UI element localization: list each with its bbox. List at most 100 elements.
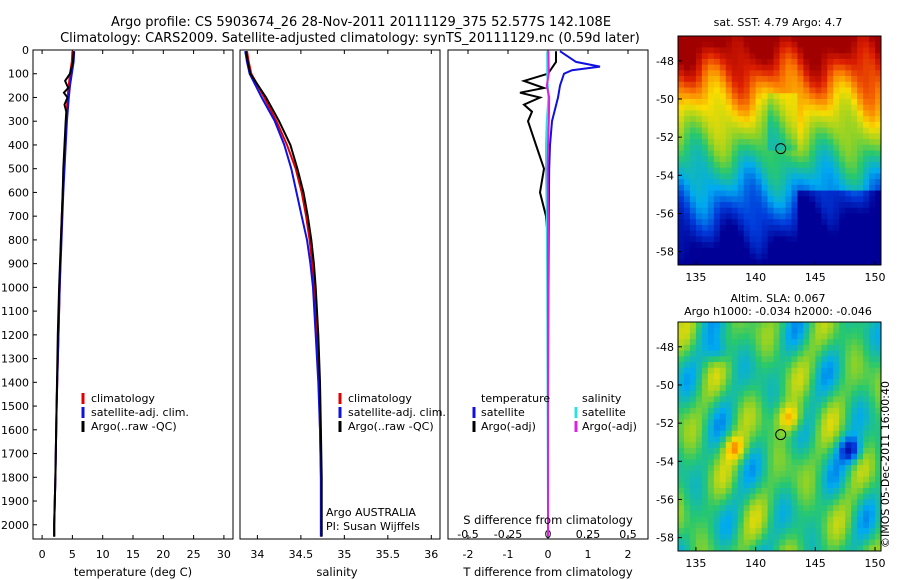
map-cell [809,453,816,460]
map-cell [833,402,840,409]
map-cell [767,70,774,77]
map-cell [719,545,727,552]
map-cell [689,133,697,140]
map-cell [683,436,691,443]
map-cell [719,413,727,420]
map-cell [743,190,751,197]
map-cell [869,470,876,477]
map-cell [749,236,757,243]
map-cell [743,213,751,220]
map-cell [845,545,852,552]
map-cell [779,533,786,540]
map-cell [719,98,727,106]
map-cell [863,53,870,60]
map-cell [761,430,768,437]
map-cell [719,259,727,266]
map-cell [773,528,780,535]
map-cell [875,70,882,77]
map-cell [857,184,864,191]
map-cell [749,430,757,437]
map-cell [827,53,834,60]
map-cell [683,322,691,329]
map-cell [689,53,697,60]
map-cell [719,144,727,151]
map-cell [779,350,786,357]
map-cell [755,499,762,506]
map-cell [827,247,834,254]
map-cell [678,344,685,352]
map-cell [803,545,810,552]
map-cell [779,510,786,518]
map-cell [845,93,852,100]
map-cell [743,447,751,455]
map-cell [809,447,816,455]
map-cell [791,224,798,232]
map-cell [791,545,798,552]
map-cell [821,64,828,71]
map-cell [749,528,757,535]
map-cell [725,93,733,100]
map-cell [749,459,757,466]
map-cell [767,150,774,157]
map-cell [689,70,697,77]
map-cell [785,144,792,151]
map-cell [869,425,876,432]
map-cell [767,539,774,546]
map-cell [743,81,751,88]
map-cell [707,53,715,60]
map-cell [857,373,864,380]
map-cell [695,87,703,94]
map-cell [785,362,792,369]
map-cell [713,70,721,77]
map-cell [773,470,780,477]
map-cell [779,230,786,237]
map-cell [713,407,721,415]
map-cell [869,533,876,540]
map-cell [678,493,685,500]
map-cell [839,339,846,346]
map-cell [737,179,745,186]
map-cell [755,407,762,415]
map-cell [815,459,822,466]
map-cell [857,344,864,352]
map-cell [809,339,816,346]
map-cell [713,41,721,48]
map-cell [815,207,822,214]
map-cell [678,488,685,495]
map-cell [779,488,786,495]
map-cell [719,104,727,111]
map-cell [809,144,816,151]
map-cell [701,133,709,140]
map-cell [803,207,810,214]
map-cell [827,224,834,232]
map-cell [737,207,745,214]
map-cell [875,207,882,214]
map-cell [851,510,858,518]
map-cell [773,179,780,186]
map-cell [737,390,745,397]
map-cell [875,465,882,472]
map-cell [689,196,697,203]
map-cell [755,384,762,392]
map-cell [869,259,876,266]
map-cell [851,179,858,186]
map-cell [839,53,846,60]
map-cell [863,436,870,443]
map-cell [767,442,774,449]
map-cell [737,333,745,340]
map-cell [689,167,697,174]
map-cell [803,242,810,249]
map-cell [815,333,822,340]
map-cell [713,470,721,477]
map-cell [737,190,745,197]
map-cell [755,133,762,140]
map-cell [761,488,768,495]
map-cell [731,413,739,420]
map-cell [701,356,709,363]
map-cell [731,505,739,512]
map-cell [815,539,822,546]
map-cell [791,396,798,403]
map-cell [678,36,685,43]
map-cell [713,447,721,455]
map-cell [737,116,745,123]
